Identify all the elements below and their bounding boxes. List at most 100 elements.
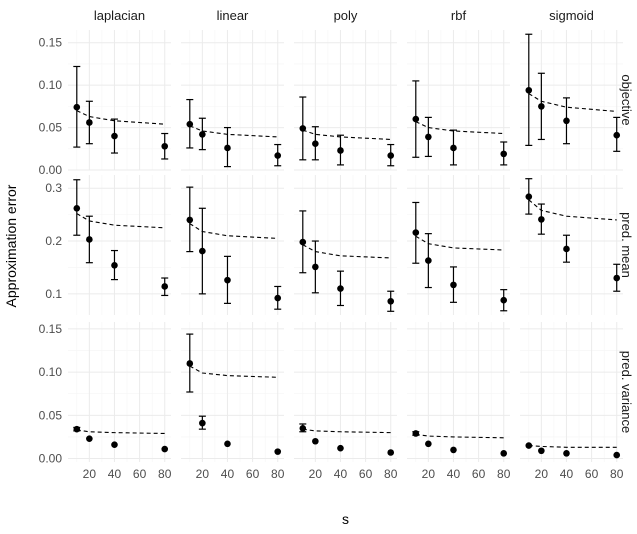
data-point [199, 247, 206, 255]
x-tick-label: 40 [108, 467, 122, 481]
data-point [111, 132, 118, 140]
data-point [299, 125, 307, 132]
data-point [186, 360, 194, 367]
column-strip-label: linear [217, 8, 249, 23]
column-strip-label: poly [334, 8, 358, 23]
data-point [500, 450, 508, 457]
text-layer: 0.00 0.05 0.10 0.15 objective 0.1 0.2 0.3 pred. … [3, 8, 634, 527]
data-point [111, 441, 118, 449]
data-point [412, 115, 420, 123]
data-point [161, 142, 169, 150]
data-layer [73, 33, 621, 459]
x-tick-label: 60 [472, 467, 486, 481]
reference-line-poly [302, 129, 391, 140]
reference-line-linear [189, 223, 278, 239]
reference-line-laplacian [76, 213, 165, 229]
y-tick-label: 0.10 [39, 78, 63, 92]
x-tick-label: 20 [83, 467, 97, 481]
y-tick-label: 0.2 [45, 234, 62, 248]
data-point [274, 448, 282, 455]
data-point [312, 263, 319, 271]
data-point [73, 103, 81, 111]
data-point [86, 236, 93, 243]
reference-line-sigmoid [528, 445, 617, 448]
data-point [299, 424, 307, 432]
data-point [412, 430, 420, 437]
data-point [312, 437, 319, 445]
row-strip-label: objective [619, 74, 634, 125]
data-point [613, 274, 621, 282]
reference-line-sigmoid [528, 199, 617, 221]
reference-line-laplacian [76, 110, 165, 125]
y-tick-label: 0.05 [39, 121, 63, 135]
y-tick-label: 0.05 [39, 408, 63, 422]
data-point [412, 229, 420, 236]
data-point [450, 144, 457, 152]
data-point [613, 451, 621, 459]
reference-line-rbf [415, 433, 504, 439]
x-tick-label: 60 [585, 467, 599, 481]
x-tick-label: 40 [334, 467, 348, 481]
data-point [538, 103, 545, 110]
data-point [450, 281, 457, 289]
y-tick-label: 0.15 [39, 36, 63, 50]
x-tick-label: 80 [384, 467, 398, 481]
x-tick-label: 80 [610, 467, 624, 481]
data-point [525, 86, 533, 94]
x-tick-label: 80 [158, 467, 172, 481]
data-point [111, 262, 118, 269]
data-point [563, 245, 570, 253]
x-tick-label: 40 [560, 467, 574, 481]
y-tick-label: 0.00 [39, 163, 63, 177]
data-point [199, 419, 206, 427]
data-point [538, 216, 545, 223]
reference-line-laplacian [76, 429, 165, 435]
data-point [525, 193, 533, 200]
data-point [186, 120, 194, 128]
data-point [500, 150, 508, 158]
x-tick-label: 20 [422, 467, 436, 481]
y-tick-label: 0.1 [45, 287, 62, 301]
x-tick-label: 40 [447, 467, 461, 481]
data-point [525, 442, 533, 449]
data-point [274, 152, 282, 159]
data-point [387, 449, 395, 456]
data-point [274, 294, 282, 302]
data-point [86, 119, 93, 126]
x-tick-label: 20 [309, 467, 323, 481]
reference-line-poly [302, 244, 391, 259]
reference-line-rbf [415, 235, 504, 251]
x-tick-label: 60 [246, 467, 260, 481]
column-strip-label: sigmoid [549, 8, 594, 23]
column-strip-label: rbf [451, 8, 467, 23]
data-point [312, 140, 319, 147]
y-tick-label: 0.00 [39, 452, 63, 466]
data-point [337, 285, 344, 292]
data-point [450, 446, 457, 454]
data-point [224, 276, 231, 284]
y-tick-label: 0.3 [45, 181, 62, 195]
grid-layer [68, 30, 623, 462]
data-point [161, 445, 169, 453]
row-strip-label: pred. variance [619, 351, 634, 433]
x-tick-label: 20 [535, 467, 549, 481]
data-point [337, 444, 344, 452]
data-point [224, 144, 231, 152]
x-tick-label: 20 [196, 467, 210, 481]
x-tick-label: 60 [133, 467, 147, 481]
data-point [563, 117, 570, 125]
data-point [425, 257, 432, 264]
row-strip-label: pred. mean [619, 212, 634, 278]
reference-line-rbf [415, 121, 504, 135]
column-strip-label: laplacian [94, 8, 145, 23]
reference-line-sigmoid [528, 93, 617, 112]
data-point [425, 133, 432, 141]
data-point [337, 147, 344, 154]
data-point [500, 296, 508, 304]
x-tick-label: 60 [359, 467, 373, 481]
x-tick-label: 80 [497, 467, 511, 481]
x-tick-label: 80 [271, 467, 285, 481]
data-point [387, 152, 395, 159]
data-point [73, 204, 81, 212]
